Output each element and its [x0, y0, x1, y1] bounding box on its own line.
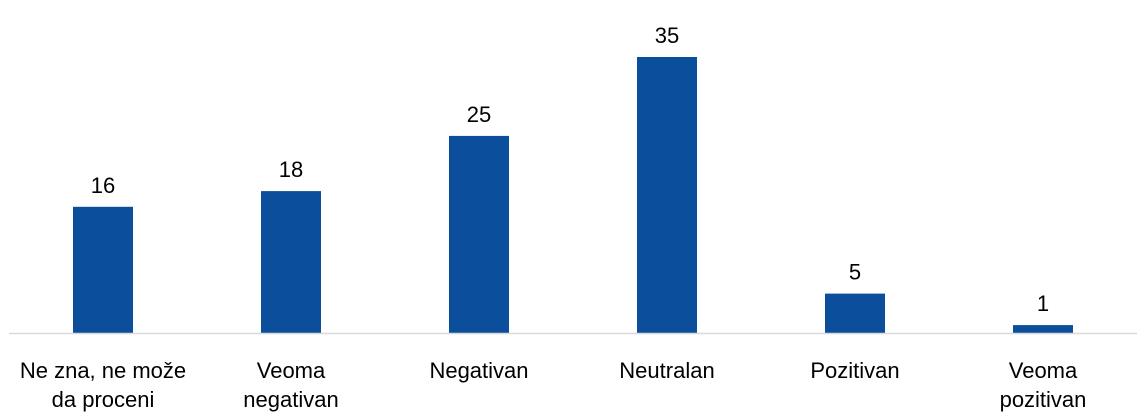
category-label-1: Veoma negativan [243, 358, 338, 412]
category-label-4: Pozitivan [810, 358, 899, 383]
data-label-5: 1 [1037, 291, 1049, 316]
data-label-4: 5 [849, 260, 861, 285]
bar-5 [1013, 325, 1073, 333]
data-label-0: 16 [91, 173, 115, 198]
bar-3 [637, 57, 697, 333]
category-label-1-line-1: negativan [243, 387, 338, 412]
value-labels-layer: 16 18 25 35 5 1 [91, 23, 1049, 316]
category-labels-layer: Ne zna, ne može da proceni Veoma negativan N… [20, 358, 1087, 412]
category-label-0-line-1: da proceni [52, 387, 155, 412]
category-label-3-line-0: Neutralan [619, 358, 714, 383]
category-label-5: Veoma pozitivan [1000, 358, 1087, 412]
category-label-0: Ne zna, ne može da proceni [20, 358, 186, 412]
bar-0 [73, 206, 133, 333]
category-label-1-line-0: Veoma [257, 358, 326, 383]
category-label-3: Neutralan [619, 358, 714, 383]
data-label-2: 25 [467, 102, 491, 127]
category-label-0-line-0: Ne zna, ne može [20, 358, 186, 383]
category-label-5-line-0: Veoma [1009, 358, 1078, 383]
bar-4 [825, 293, 885, 333]
bar-1 [261, 191, 321, 333]
category-label-2-line-0: Negativan [429, 358, 528, 383]
category-label-5-line-1: pozitivan [1000, 387, 1087, 412]
category-label-4-line-0: Pozitivan [810, 358, 899, 383]
bars-layer [73, 57, 1073, 333]
bar-2 [449, 135, 509, 333]
category-label-2: Negativan [429, 358, 528, 383]
data-label-1: 18 [279, 157, 303, 182]
data-label-3: 35 [655, 23, 679, 48]
